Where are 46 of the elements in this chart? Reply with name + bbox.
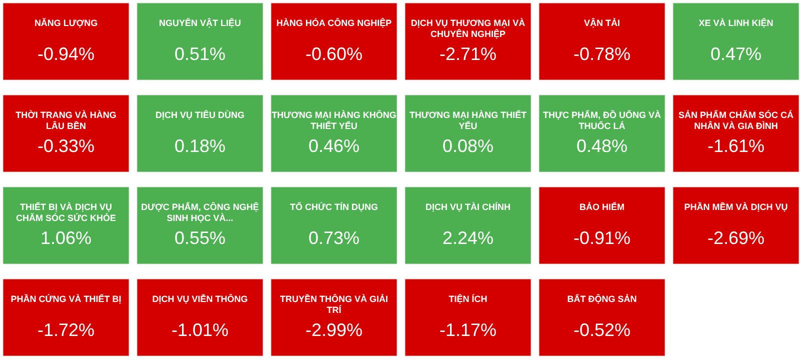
data-label: 0.55%	[174, 228, 226, 248]
data-label: 1.06%	[40, 228, 92, 248]
category-label: DỊCH VỤ TIÊU DÙNG	[155, 109, 245, 120]
category-label: SẢN PHẨM CHĂM SÓC CÁ NHÂN VÀ GIA ĐÌNH	[678, 109, 794, 131]
data-label: -1.17%	[439, 320, 497, 340]
data-label: -0.60%	[305, 44, 363, 64]
category-label: PHẦN MỀM VÀ DỊCH VỤ	[684, 201, 788, 212]
category-label: BẤT ĐỘNG SẢN	[567, 293, 637, 304]
data-label: -1.61%	[707, 136, 765, 156]
category-label: VẬN TẢI	[584, 17, 620, 28]
data-label: 2.24%	[442, 228, 494, 248]
category-label: THỰC PHẨM, ĐỒ UỐNG VÀ THUỐC LÁ	[543, 109, 662, 131]
data-label: -0.33%	[37, 136, 95, 156]
category-label: HÀNG HÓA CÔNG NGHIỆP	[276, 17, 392, 28]
category-label: NĂNG LƯỢNG	[34, 18, 98, 28]
data-label: -2.69%	[707, 228, 765, 248]
data-label: 0.48%	[576, 136, 628, 156]
data-label: -1.72%	[37, 320, 95, 340]
category-label: NGUYÊN VẬT LIỆU	[158, 17, 242, 28]
category-label: TỔ CHỨC TÍN DỤNG	[290, 201, 378, 212]
data-label: 0.47%	[710, 44, 762, 64]
category-label: BẢO HIỂM	[580, 201, 624, 212]
data-label: -0.78%	[573, 44, 631, 64]
data-label: -0.52%	[573, 320, 631, 340]
data-label: 0.51%	[174, 44, 226, 64]
category-label: DỊCH VỤ VIỄN THÔNG	[152, 293, 248, 304]
data-label: 0.73%	[308, 228, 360, 248]
category-label: DỊCH VỤ THƯƠNG MẠI VÀ CHUYÊN NGHIỆP	[410, 18, 526, 39]
category-label: DƯỢC PHẨM, CÔNG NGHỆ SINH HỌC VÀ...	[141, 201, 259, 223]
category-label: THIẾT BỊ VÀ DỊCH VỤ CHĂM SÓC SỨC KHỎE	[16, 201, 116, 223]
data-label: 0.08%	[442, 136, 494, 156]
data-label: -2.71%	[439, 44, 497, 64]
data-label: -0.94%	[37, 44, 95, 64]
data-label: 0.46%	[308, 136, 360, 156]
category-label: THỜI TRANG VÀ HÀNG LÂU BỀN	[16, 110, 116, 131]
category-label: PHẦN CỨNG VÀ THIẾT BỊ	[10, 293, 122, 304]
category-label: TRUYỀN THÔNG VÀ GIẢI TRÍ	[280, 293, 388, 315]
category-label: DỊCH VỤ TÀI CHÍNH	[426, 202, 510, 212]
category-label: XE VÀ LINH KIỆN	[698, 17, 774, 28]
data-label: -0.91%	[573, 228, 631, 248]
data-label: 0.18%	[174, 136, 226, 156]
category-label: THƯƠNG MẠI HÀNG THIẾT YẾU	[409, 109, 528, 131]
data-label: -2.99%	[305, 320, 363, 340]
data-label: -1.01%	[171, 320, 229, 340]
category-label: THƯƠNG MẠI HÀNG KHÔNG THIẾT YẾU	[272, 109, 396, 131]
category-label: TIỆN ÍCH	[448, 293, 488, 304]
